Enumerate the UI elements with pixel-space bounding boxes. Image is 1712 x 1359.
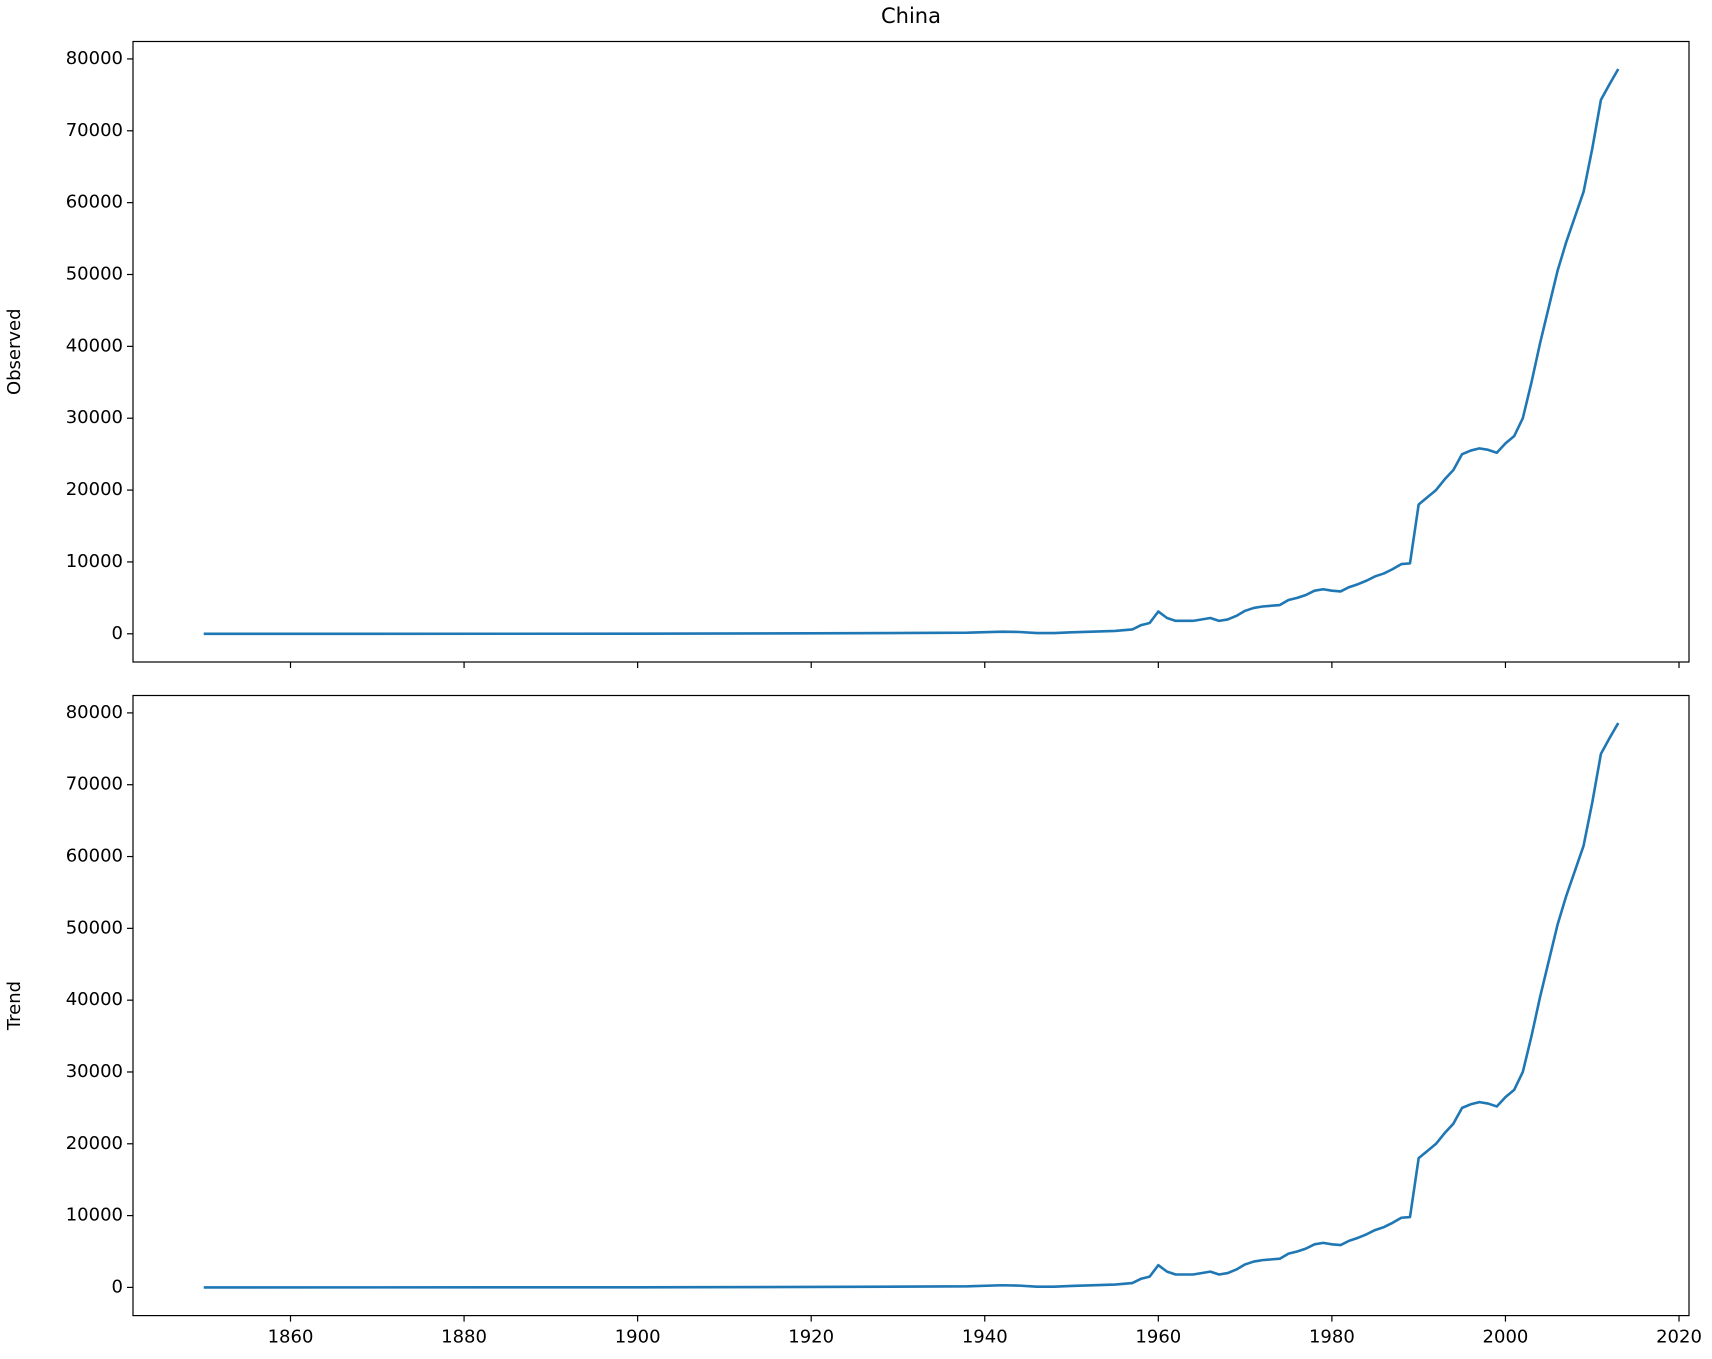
y-axis-label: Observed bbox=[4, 308, 25, 395]
x-tick-label: 2000 bbox=[1483, 1327, 1529, 1348]
data-line bbox=[203, 68, 1620, 636]
y-tick-label: 30000 bbox=[66, 1061, 123, 1082]
y-tick-label: 10000 bbox=[66, 551, 123, 572]
y-tick-label: 30000 bbox=[66, 407, 123, 428]
y-tick-label: 60000 bbox=[66, 192, 123, 213]
chart-title: China bbox=[881, 4, 941, 28]
x-tick-label: 1940 bbox=[962, 1327, 1008, 1348]
y-tick-label: 80000 bbox=[66, 702, 123, 723]
y-tick-label: 0 bbox=[112, 1276, 123, 1297]
x-tick-label: 1960 bbox=[1135, 1327, 1181, 1348]
y-tick-label: 40000 bbox=[66, 335, 123, 356]
y-tick-label: 40000 bbox=[66, 989, 123, 1010]
x-tick-label: 1980 bbox=[1309, 1327, 1355, 1348]
y-tick-label: 50000 bbox=[66, 917, 123, 938]
x-tick-label: 1900 bbox=[615, 1327, 661, 1348]
y-tick-label: 80000 bbox=[66, 48, 123, 69]
data-line bbox=[203, 722, 1620, 1289]
y-tick-label: 70000 bbox=[66, 774, 123, 795]
y-tick-label: 70000 bbox=[66, 120, 123, 141]
y-tick-label: 20000 bbox=[66, 479, 123, 500]
y-tick-label: 60000 bbox=[66, 846, 123, 867]
y-tick-label: 20000 bbox=[66, 1133, 123, 1154]
y-axis-label: Trend bbox=[4, 981, 25, 1031]
y-tick-label: 10000 bbox=[66, 1205, 123, 1226]
axes-frame bbox=[132, 694, 1690, 1317]
y-tick-label: 0 bbox=[112, 623, 123, 644]
x-tick-label: 1880 bbox=[441, 1327, 487, 1348]
axes-frame bbox=[132, 40, 1690, 663]
x-tick-label: 2020 bbox=[1656, 1327, 1702, 1348]
y-tick-label: 50000 bbox=[66, 264, 123, 285]
x-tick-label: 1920 bbox=[788, 1327, 834, 1348]
x-tick-label: 1860 bbox=[268, 1327, 314, 1348]
